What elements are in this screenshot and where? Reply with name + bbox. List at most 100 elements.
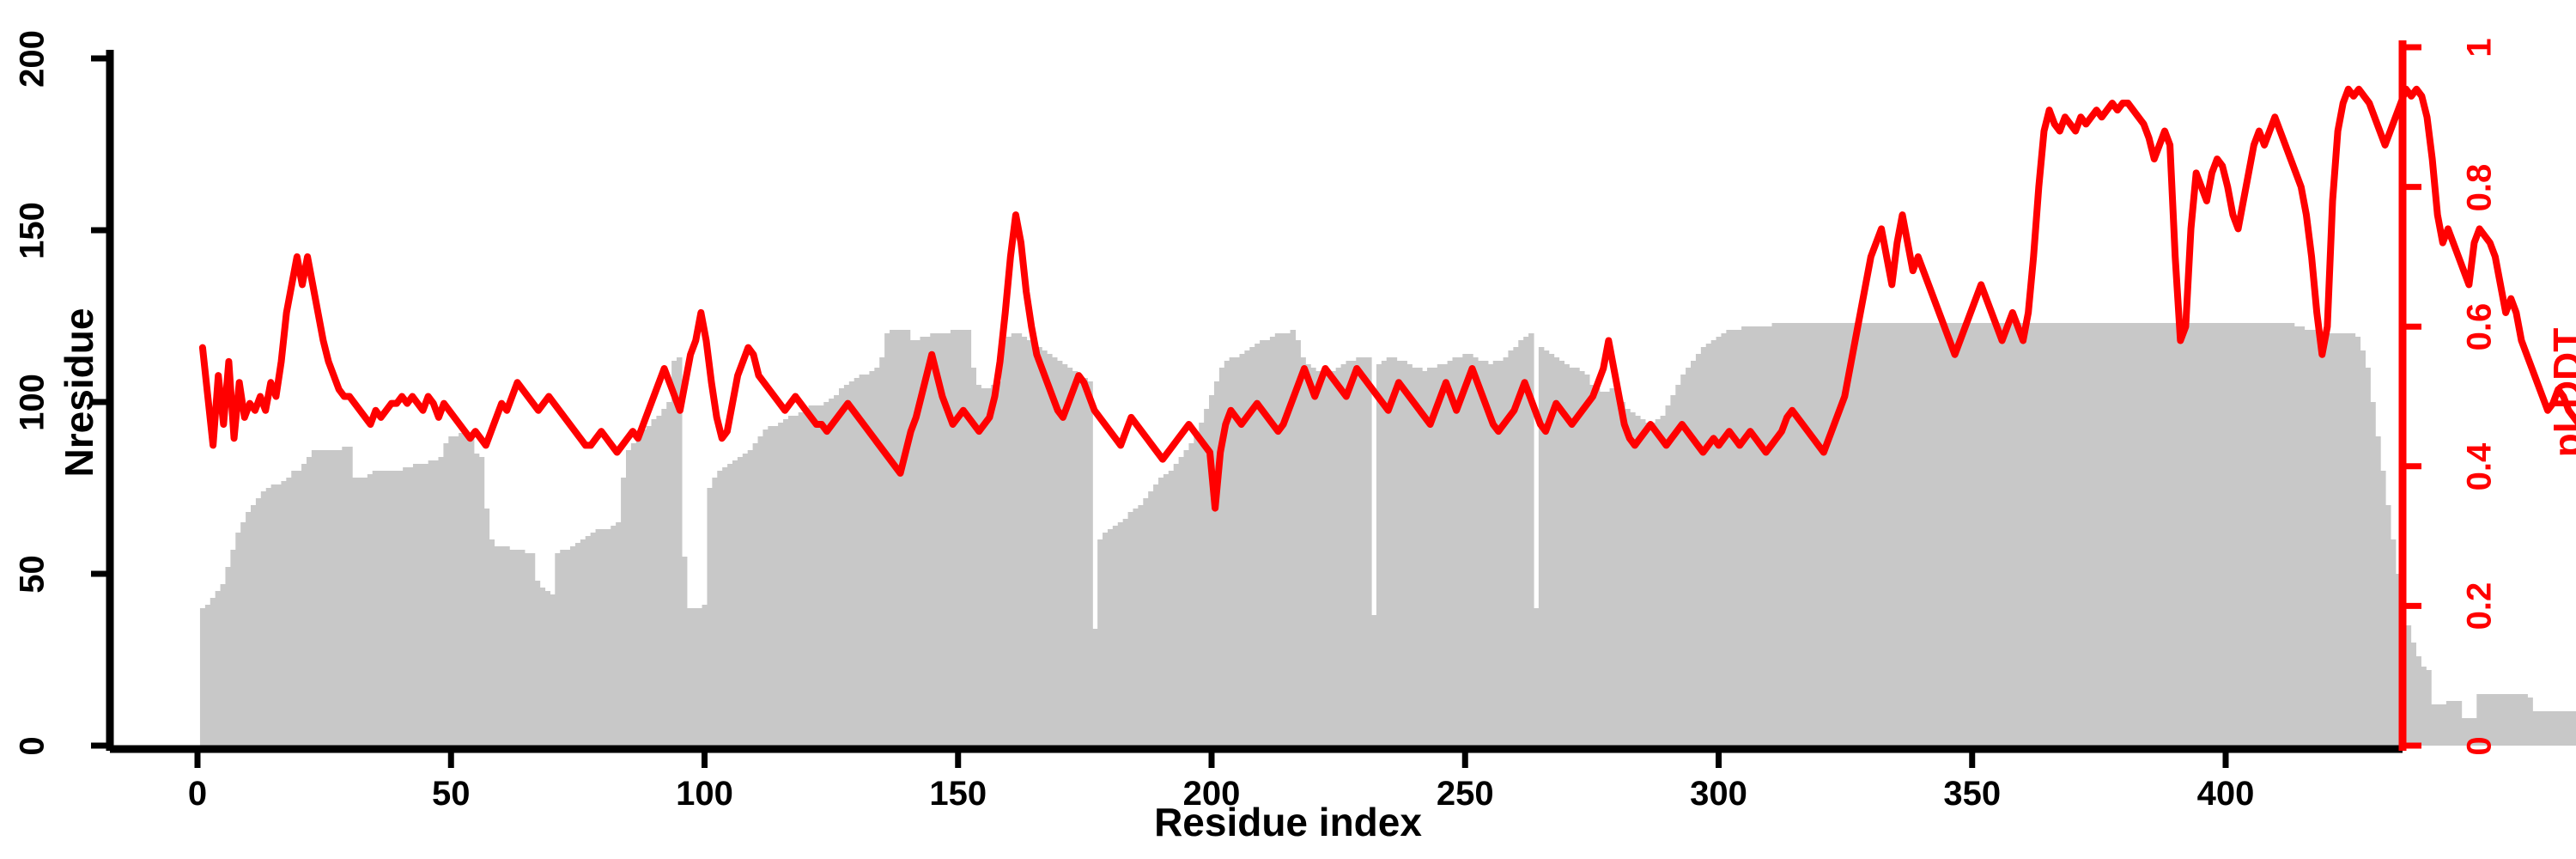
bar bbox=[808, 405, 815, 746]
bar bbox=[1097, 539, 1103, 746]
bar bbox=[1467, 354, 1473, 746]
bar bbox=[2197, 323, 2204, 746]
bar bbox=[453, 436, 459, 746]
bar bbox=[260, 491, 267, 746]
bar bbox=[752, 443, 759, 746]
bar bbox=[671, 361, 677, 746]
bar bbox=[539, 588, 546, 746]
bar bbox=[1457, 357, 1463, 746]
bar bbox=[1569, 368, 1575, 746]
plddt-line bbox=[198, 85, 2576, 512]
y-tick-label-right: 0.8 bbox=[2460, 163, 2499, 211]
bar bbox=[2208, 323, 2214, 746]
bar bbox=[1625, 409, 1631, 746]
bar bbox=[1087, 381, 1093, 746]
bar bbox=[1528, 333, 1534, 746]
bar bbox=[651, 419, 657, 746]
bar bbox=[914, 340, 921, 746]
bar bbox=[2330, 333, 2336, 746]
y-tick-label-right: 0.6 bbox=[2460, 302, 2499, 351]
bar bbox=[1082, 378, 1088, 746]
bar bbox=[2385, 505, 2391, 746]
bar bbox=[1244, 350, 1250, 746]
bar bbox=[2000, 323, 2006, 746]
bar bbox=[2537, 711, 2543, 746]
bar bbox=[838, 388, 845, 746]
bar bbox=[1675, 385, 1681, 746]
bar bbox=[1700, 347, 1707, 746]
bar bbox=[1913, 323, 1920, 746]
bar bbox=[361, 478, 368, 746]
bar bbox=[1300, 357, 1306, 746]
bar bbox=[468, 436, 475, 746]
bar bbox=[595, 529, 602, 746]
bar bbox=[1026, 340, 1032, 746]
bar bbox=[1705, 344, 1712, 746]
bar bbox=[1873, 323, 1880, 746]
bar bbox=[1249, 347, 1255, 746]
bar bbox=[2293, 326, 2300, 746]
bar bbox=[1340, 364, 1347, 746]
bar bbox=[337, 450, 343, 746]
bar bbox=[550, 594, 556, 746]
bar bbox=[2487, 694, 2493, 746]
bar bbox=[2152, 323, 2158, 746]
bar bbox=[1072, 371, 1078, 746]
bar bbox=[2436, 704, 2442, 746]
bar bbox=[2552, 711, 2559, 746]
bar bbox=[382, 471, 389, 746]
bar bbox=[1893, 323, 1899, 746]
bar bbox=[1204, 409, 1210, 746]
bar bbox=[2390, 539, 2397, 746]
bar bbox=[1051, 357, 1058, 746]
bar bbox=[1107, 529, 1114, 746]
bar bbox=[1122, 519, 1129, 746]
x-tick-label: 50 bbox=[432, 775, 471, 813]
bar bbox=[1305, 364, 1311, 746]
bar bbox=[1426, 368, 1433, 746]
bar bbox=[1199, 423, 1205, 746]
bar bbox=[991, 385, 997, 746]
bar bbox=[1655, 419, 1662, 746]
bar bbox=[412, 464, 419, 746]
bar bbox=[1599, 392, 1606, 746]
bar bbox=[1513, 347, 1519, 746]
bar bbox=[2030, 323, 2037, 746]
bar bbox=[1792, 323, 1798, 746]
y-axis-label-left: Nresidue bbox=[57, 308, 101, 478]
bar bbox=[762, 430, 769, 746]
bar bbox=[625, 450, 632, 746]
bar bbox=[1092, 629, 1098, 746]
bar bbox=[742, 454, 749, 746]
bar bbox=[1777, 323, 1783, 746]
bar bbox=[2365, 368, 2371, 746]
y-tick-label-right: 0 bbox=[2460, 736, 2499, 756]
bar bbox=[560, 550, 566, 746]
bar bbox=[1771, 323, 1777, 746]
bar bbox=[1482, 361, 1489, 746]
bar bbox=[2162, 323, 2168, 746]
bar bbox=[965, 330, 972, 746]
bar bbox=[398, 471, 404, 746]
bar bbox=[1168, 471, 1175, 746]
bar bbox=[2370, 402, 2376, 746]
bar bbox=[2527, 698, 2533, 746]
x-axis-label: Residue index bbox=[1154, 800, 1422, 844]
bar bbox=[950, 330, 957, 746]
bar bbox=[2218, 323, 2224, 746]
bar bbox=[1295, 340, 1301, 746]
bar bbox=[1691, 361, 1697, 746]
bar bbox=[438, 457, 444, 746]
x-tick-label: 350 bbox=[1943, 775, 2002, 813]
bar bbox=[2213, 323, 2219, 746]
x-tick-label: 150 bbox=[929, 775, 987, 813]
bar bbox=[854, 378, 860, 746]
bar bbox=[1356, 357, 1362, 746]
bar bbox=[1285, 333, 1291, 746]
bar bbox=[2177, 323, 2184, 746]
bar bbox=[2557, 711, 2564, 746]
bar bbox=[2395, 574, 2402, 746]
bar bbox=[1031, 344, 1037, 746]
bar bbox=[1396, 361, 1403, 746]
bar bbox=[281, 481, 287, 746]
